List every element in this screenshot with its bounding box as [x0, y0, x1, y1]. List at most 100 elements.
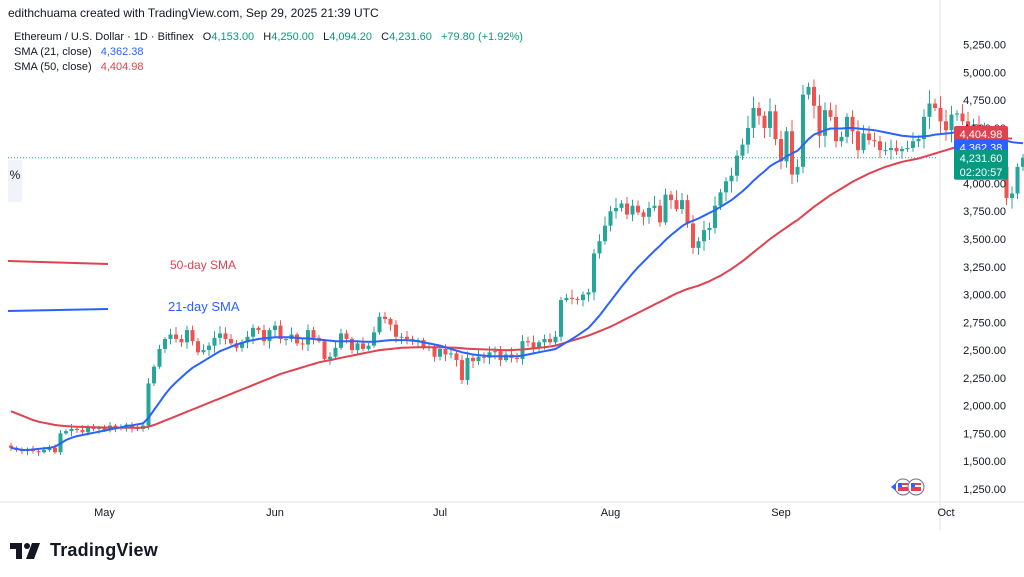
candle-body	[267, 330, 272, 342]
candle-body	[740, 144, 745, 156]
candle	[878, 136, 882, 159]
candle-body	[938, 107, 943, 122]
candle-body	[152, 366, 156, 384]
candle-body	[531, 342, 536, 348]
candle-body	[361, 343, 365, 349]
candle-body	[784, 131, 789, 162]
candle-body	[922, 116, 926, 140]
candle	[608, 205, 613, 232]
candle-body	[564, 297, 569, 301]
last-price-badge-text: 4,231.60	[960, 153, 1003, 165]
candle	[663, 188, 668, 226]
percent-scale-tab[interactable]: %	[8, 160, 22, 202]
last-price-badge-countdown: 02:20:57	[960, 167, 1003, 179]
candle-body	[729, 175, 734, 182]
candle	[64, 429, 68, 435]
candle	[388, 317, 393, 331]
sma50-legend-value: 4,404.98	[100, 61, 144, 73]
candle	[196, 337, 200, 356]
candle-body	[911, 141, 915, 148]
flag-canton	[898, 483, 902, 487]
sma50-annotation-line	[7, 260, 109, 265]
price-chart[interactable]: 50-day SMA 21-day SMA 1,250.00 1,500.00 1,7…	[0, 0, 1024, 530]
candle-body	[878, 141, 882, 151]
candle-body	[256, 327, 261, 331]
candle-body	[828, 110, 833, 117]
candle-body	[344, 333, 349, 339]
symbol-name[interactable]: Ethereum / U.S. Dollar · 1D · Bitfinex	[14, 31, 194, 43]
sma21-annotation-label: 21-day SMA	[168, 299, 240, 314]
candle-body	[443, 348, 448, 355]
candle	[773, 104, 778, 146]
candle-body	[839, 136, 844, 142]
candle-body	[399, 336, 404, 338]
candle	[905, 140, 910, 152]
event-flags	[891, 478, 925, 496]
candle	[300, 337, 305, 351]
candle-body	[515, 357, 519, 359]
candle	[377, 312, 382, 335]
candle	[185, 325, 189, 349]
price-tick-label: 2,500.00	[963, 345, 1006, 357]
candle	[603, 216, 607, 245]
time-tick-label: Sep	[771, 507, 791, 519]
candle-body	[405, 336, 409, 339]
us-flag-icon[interactable]	[907, 478, 925, 496]
candle-body	[526, 341, 530, 343]
candle-body	[273, 325, 277, 331]
close-value: 4,231.60	[389, 31, 432, 43]
candle	[372, 326, 376, 348]
high-value: 4,250.00	[271, 31, 315, 43]
candle	[328, 352, 332, 366]
events-arrow-icon[interactable]	[891, 483, 896, 491]
candle-body	[696, 241, 701, 248]
candle-body	[586, 292, 591, 295]
candle-body	[944, 121, 948, 131]
candle	[350, 336, 354, 354]
candle-body	[394, 324, 398, 337]
candle	[696, 237, 701, 255]
sma21-legend-value: 4,362.38	[100, 46, 144, 58]
candle-body	[702, 230, 706, 242]
candle-body	[674, 200, 679, 210]
candle-body	[1015, 166, 1020, 194]
candle	[586, 288, 591, 302]
candle	[784, 127, 789, 168]
sma50-badge-bg	[954, 126, 1008, 142]
symbol-ohlc-row[interactable]: Ethereum / U.S. Dollar · 1D · Bitfinex O…	[14, 30, 523, 45]
chart-legend: Ethereum / U.S. Dollar · 1D · Bitfinex O…	[14, 30, 523, 75]
candle-body	[113, 425, 118, 428]
candle-body	[163, 338, 167, 349]
candle-body	[823, 110, 827, 136]
candle-body	[900, 149, 904, 152]
candle-body	[537, 342, 541, 348]
candle-body	[229, 338, 233, 344]
candle	[630, 199, 635, 222]
sma21-legend-row[interactable]: SMA (21, close) 4,362.38	[14, 45, 523, 60]
flag-canton	[911, 483, 915, 487]
open-value: 4,153.00	[211, 31, 255, 43]
candle-body	[262, 330, 266, 342]
candle-body	[487, 352, 492, 358]
candle-body	[493, 351, 497, 353]
candle	[240, 339, 244, 352]
candle-body	[185, 330, 189, 343]
candle	[75, 427, 79, 433]
candle-body	[966, 121, 970, 128]
candle-body	[553, 336, 558, 343]
candle-body	[482, 356, 486, 358]
sma50-legend-row[interactable]: SMA (50, close) 4,404.98	[14, 60, 523, 75]
price-tick-label: 2,750.00	[963, 317, 1006, 329]
candle-body	[762, 115, 767, 128]
candle-body	[905, 147, 910, 150]
candle	[526, 336, 530, 347]
candle	[922, 109, 926, 149]
flag-stripe	[911, 485, 921, 487]
price-tick-label: 1,750.00	[963, 428, 1006, 440]
candle-body	[724, 181, 728, 193]
candle-body	[608, 211, 613, 226]
candle	[812, 79, 816, 119]
candle	[636, 200, 640, 216]
tradingview-logo[interactable]: TradingView	[10, 540, 158, 561]
